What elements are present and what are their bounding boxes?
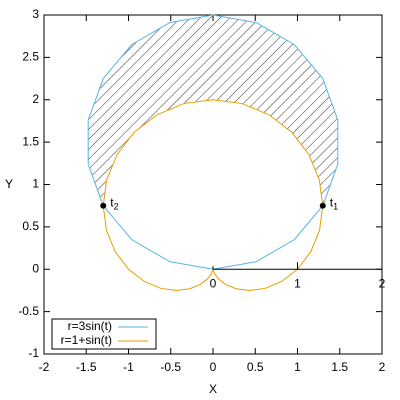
y-tick-label: 1	[32, 177, 39, 191]
point-label: t2	[110, 196, 118, 212]
y-tick-label: 0	[32, 261, 39, 275]
y-tick-label: 2	[32, 92, 39, 106]
x-axis-label: X	[209, 382, 217, 396]
y-axis-label: Y	[5, 177, 13, 191]
y-tick-label: -1	[28, 346, 39, 360]
x-tick-label: 1.5	[331, 360, 348, 374]
x-tick-label: 0	[210, 360, 217, 374]
r-tick-label: 0	[210, 276, 217, 290]
r-tick-label: 2	[379, 276, 386, 290]
y-tick-label: 2.5	[22, 50, 39, 64]
intersection-point	[319, 202, 326, 209]
y-tick-label: 3	[32, 7, 39, 21]
point-label-main: t	[110, 196, 114, 210]
x-tick-label: 1	[294, 360, 301, 374]
point-label-main: t	[330, 196, 334, 210]
curve	[102, 99, 324, 291]
point-label-sub: 1	[333, 202, 338, 212]
x-tick-label: -0.5	[160, 360, 181, 374]
legend-label: r=1+sin(t)	[61, 333, 112, 347]
point-label-sub: 2	[114, 202, 119, 212]
y-tick-label: 1.5	[22, 134, 39, 148]
point-label: t1	[330, 196, 338, 212]
x-tick-label: 2	[379, 360, 386, 374]
y-tick-label: -0.5	[18, 304, 39, 318]
x-tick-label: -1	[123, 360, 134, 374]
y-tick-label: 0.5	[22, 219, 39, 233]
hatched-region	[88, 15, 338, 206]
r-tick-label: 1	[294, 276, 301, 290]
legend-label: r=3sin(t)	[68, 319, 112, 333]
x-tick-label: -1.5	[76, 360, 97, 374]
legend-box	[51, 318, 157, 350]
intersection-point	[100, 202, 107, 209]
x-tick-label: 0.5	[247, 360, 264, 374]
x-tick-label: -2	[39, 360, 50, 374]
